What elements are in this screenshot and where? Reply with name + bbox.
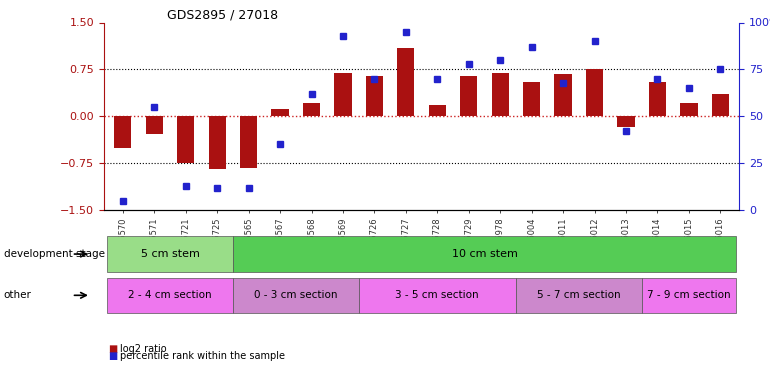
Bar bbox=[177, 116, 194, 163]
Bar bbox=[146, 116, 163, 134]
Bar bbox=[397, 48, 414, 116]
Bar bbox=[491, 72, 509, 116]
Text: ■: ■ bbox=[108, 344, 117, 354]
Text: 7 - 9 cm section: 7 - 9 cm section bbox=[647, 290, 731, 300]
Bar bbox=[209, 116, 226, 170]
Bar bbox=[649, 82, 666, 116]
Bar bbox=[618, 116, 634, 127]
Bar bbox=[271, 109, 289, 116]
Text: other: other bbox=[4, 290, 32, 300]
Text: percentile rank within the sample: percentile rank within the sample bbox=[120, 351, 285, 361]
Text: 3 - 5 cm section: 3 - 5 cm section bbox=[396, 290, 479, 300]
Text: development stage: development stage bbox=[4, 249, 105, 259]
Text: 10 cm stem: 10 cm stem bbox=[451, 249, 517, 259]
Bar bbox=[334, 72, 352, 116]
Text: 0 - 3 cm section: 0 - 3 cm section bbox=[254, 290, 337, 300]
Text: log2 ratio: log2 ratio bbox=[120, 344, 167, 354]
Bar bbox=[303, 102, 320, 116]
Text: 2 - 4 cm section: 2 - 4 cm section bbox=[128, 290, 212, 300]
Bar bbox=[523, 82, 541, 116]
Text: ■: ■ bbox=[108, 351, 117, 361]
Text: GDS2895 / 27018: GDS2895 / 27018 bbox=[168, 8, 279, 21]
Bar bbox=[460, 76, 477, 116]
Bar bbox=[554, 74, 572, 116]
Bar bbox=[366, 76, 383, 116]
Text: 5 cm stem: 5 cm stem bbox=[141, 249, 199, 259]
Bar bbox=[711, 94, 729, 116]
Bar bbox=[240, 116, 257, 168]
Bar bbox=[429, 105, 446, 116]
Bar bbox=[680, 102, 698, 116]
Text: 5 - 7 cm section: 5 - 7 cm section bbox=[537, 290, 621, 300]
Bar bbox=[586, 69, 603, 116]
Bar bbox=[114, 116, 132, 147]
